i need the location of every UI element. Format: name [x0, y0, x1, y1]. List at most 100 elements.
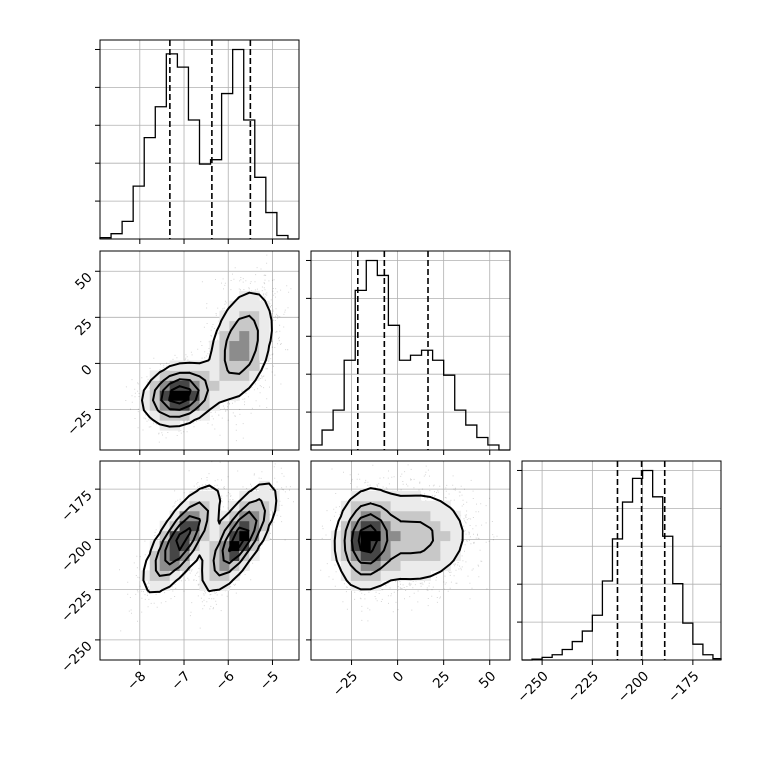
density-cell [259, 500, 270, 512]
density-cell [259, 330, 270, 342]
density-cell [370, 580, 382, 591]
density-cell [360, 530, 372, 542]
panel-frame [99, 460, 300, 661]
density-cell [380, 500, 392, 512]
histogram-steps [310, 259, 510, 451]
density-cell [209, 370, 220, 381]
y-tick-label: −175 [58, 487, 96, 525]
density-cell [390, 510, 402, 522]
y-tick-label: 0 [78, 362, 95, 379]
density-cell [430, 550, 441, 561]
density-cell [370, 510, 382, 522]
density-cell [400, 530, 411, 542]
density-cell [179, 370, 191, 381]
density-cell [229, 380, 240, 391]
density-cell [219, 550, 230, 561]
density-cell [229, 560, 240, 571]
density-cell [239, 300, 250, 312]
density-cell [199, 570, 210, 581]
density-cell [400, 510, 411, 522]
density-cell [249, 310, 260, 322]
density-cell [259, 350, 270, 361]
density-cell [229, 570, 240, 581]
density-cell [169, 540, 181, 552]
density-cell [179, 550, 191, 561]
density-cell [179, 520, 191, 532]
density-cell [219, 370, 230, 381]
density-cell [209, 530, 220, 542]
density-cell [239, 520, 250, 532]
density-panel-1-2: −25 0 25 50 [306, 460, 511, 700]
density-cell [239, 370, 250, 381]
density-cell [209, 340, 220, 351]
density-cell [179, 360, 191, 371]
density-cell [189, 550, 200, 561]
density-cell [139, 570, 151, 581]
density-cell [199, 530, 210, 542]
density-cell [390, 530, 402, 542]
density-cell [410, 540, 421, 552]
density-cell [400, 550, 411, 561]
density-cell [209, 380, 220, 391]
density-cell [259, 340, 270, 351]
density-cell [149, 410, 161, 421]
density-cell [410, 550, 421, 561]
density-cell [360, 520, 372, 532]
density-cell [239, 530, 250, 542]
density-cell [350, 580, 362, 591]
density-cell [229, 300, 240, 312]
density-cell [169, 410, 181, 421]
density-cell [199, 550, 210, 561]
density-cell [249, 320, 260, 332]
density-cell [219, 520, 230, 532]
density-cell [360, 490, 372, 502]
density-cell [149, 580, 161, 591]
x-tick-label: −225 [564, 668, 602, 706]
density-cell [229, 340, 240, 351]
density-cell [420, 570, 431, 581]
density-cell [400, 540, 411, 552]
density-cell [189, 540, 200, 552]
density-cell [179, 390, 191, 401]
x-tick-label: −25 [330, 668, 361, 699]
x-tick-label: −175 [665, 668, 703, 706]
density-cell [249, 370, 260, 381]
density-cell [199, 390, 210, 401]
density-cell [259, 320, 270, 332]
contour-line [164, 510, 258, 566]
density-cell [229, 540, 240, 552]
density-cell [440, 520, 451, 532]
density-cell [350, 500, 362, 512]
density-cell [370, 520, 382, 532]
x-tick-label: 0 [390, 668, 407, 685]
density-cell [249, 490, 260, 502]
density-cell [159, 580, 171, 591]
density-cell [239, 340, 250, 351]
density-cell [219, 570, 230, 581]
density-cell [219, 340, 230, 351]
contour-line [152, 314, 259, 418]
density-cell [380, 560, 392, 571]
density-cell [189, 500, 200, 512]
density-cell [390, 490, 402, 502]
density-cell [420, 560, 431, 571]
density-cell [229, 510, 240, 522]
density-cell [340, 510, 352, 522]
density-cell [209, 570, 220, 581]
density-cell [189, 490, 200, 502]
contour-line [142, 482, 278, 594]
contour-line [154, 498, 266, 577]
panel-frame [99, 39, 300, 240]
density-cell [189, 400, 200, 411]
density-cell [219, 390, 230, 401]
density-cell [350, 540, 362, 552]
density-cell [249, 360, 260, 371]
density-cell [360, 560, 372, 571]
density-cell [330, 540, 342, 552]
density-cell [370, 570, 382, 581]
density-cell [400, 520, 411, 532]
density-cell [169, 560, 181, 571]
density-cell [440, 510, 451, 522]
density-cell [249, 500, 260, 512]
density-cell [139, 400, 151, 411]
